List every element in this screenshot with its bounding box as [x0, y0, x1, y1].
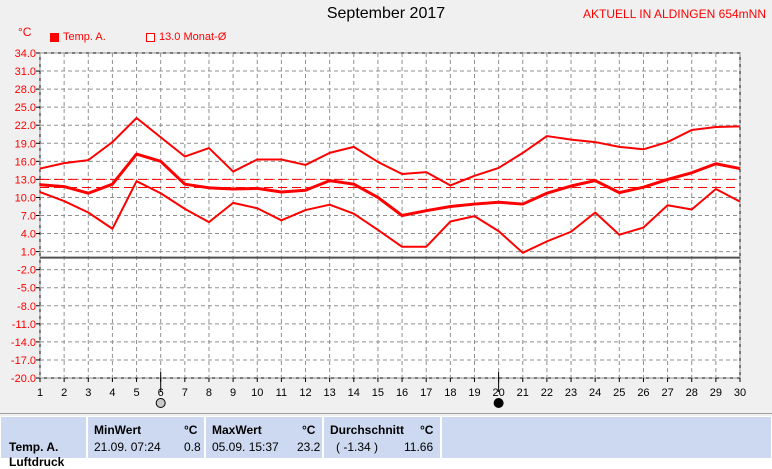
y-tick-label: 13.0: [15, 174, 36, 186]
full-moon-icon: [155, 398, 166, 408]
avg-unit: °C: [420, 423, 434, 437]
avg-header: Durchschnitt: [330, 423, 405, 437]
stats-table: Temp. A. Luftdruck MinWert °C 21.09. 07:…: [0, 413, 772, 469]
y-tick-label: 31.0: [15, 66, 36, 78]
y-tick-label: 25.0: [15, 102, 36, 114]
stats-avg-cell: Durchschnitt °C ( -1.34 ) 11.66: [323, 416, 441, 459]
x-tick-label: 26: [637, 387, 649, 399]
x-tick-label: 2: [61, 387, 67, 399]
x-tick-label: 29: [710, 387, 722, 399]
series-line-mean: [39, 152, 741, 217]
chart-title: September 2017: [326, 5, 446, 22]
y-tick-label: 7.0: [21, 211, 36, 223]
x-tick-label: 3: [85, 387, 91, 399]
y-tick-label: 4.0: [21, 229, 36, 241]
legend-entry-temp: Temp. A.: [50, 31, 106, 43]
y-unit-label: °C: [18, 25, 32, 39]
stats-row-label-cell: Temp. A. Luftdruck: [0, 416, 87, 469]
y-tick-label: 22.0: [15, 120, 36, 132]
x-tick-label: 23: [565, 387, 577, 399]
stats-max-cell: MaxWert °C 05.09. 15:37 23.2: [205, 416, 323, 459]
x-tick-label: 5: [133, 387, 139, 399]
x-tick-label: 16: [396, 387, 408, 399]
temperature-chart: 34.031.028.025.022.019.016.013.010.07.04…: [11, 48, 746, 408]
y-tick-label: 1.0: [21, 247, 36, 259]
legend-swatch-open: [146, 32, 155, 42]
y-tick-label: -17.0: [11, 355, 36, 367]
new-moon-icon: [493, 398, 504, 408]
x-tick-label: 27: [661, 387, 673, 399]
location-label: AKTUELL IN ALDINGEN 654mNN: [583, 7, 766, 21]
chart-window: September 2017 AKTUELL IN ALDINGEN 654mN…: [0, 0, 772, 458]
min-header: MinWert: [94, 423, 142, 437]
y-tick-label: -2.0: [17, 265, 36, 277]
x-tick-label: 25: [613, 387, 625, 399]
max-header: MaxWert: [212, 423, 262, 437]
y-tick-label: -5.0: [17, 283, 36, 295]
x-tick-label: 7: [182, 387, 188, 399]
y-tick-label: 34.0: [15, 48, 36, 60]
stats-row-label-2: Luftdruck: [9, 455, 65, 469]
stats-empty-cell: [441, 416, 772, 459]
x-tick-label: 1: [37, 387, 43, 399]
y-tick-label: 10.0: [15, 192, 36, 204]
legend-label-temp: Temp. A.: [63, 31, 106, 43]
x-tick-label: 10: [251, 387, 263, 399]
x-tick-label: 4: [109, 387, 115, 399]
stats-row-label: Temp. A.: [9, 440, 59, 454]
x-tick-label: 20: [492, 387, 504, 399]
x-tick-label: 11: [276, 387, 287, 399]
x-tick-label: 17: [420, 387, 432, 399]
max-unit: °C: [302, 423, 316, 437]
max-time: 05.09. 15:37: [212, 440, 279, 454]
x-tick-label: 19: [468, 387, 480, 399]
series-line-min: [39, 180, 741, 254]
legend-label-month-avg: 13.0 Monat-Ø: [159, 31, 227, 43]
x-tick-label: 18: [444, 387, 456, 399]
x-tick-label: 13: [324, 387, 336, 399]
x-tick-label: 12: [299, 387, 311, 399]
y-tick-label: 16.0: [15, 156, 36, 168]
stats-min-cell: MinWert °C 21.09. 07:24 0.8: [87, 416, 205, 459]
avg-deviation: ( -1.34 ): [336, 440, 379, 454]
min-time: 21.09. 07:24: [94, 440, 161, 454]
avg-value: 11.66: [404, 440, 434, 454]
y-tick-label: -20.0: [11, 373, 36, 385]
y-tick-label: -8.0: [17, 301, 36, 313]
x-tick-label: 21: [517, 387, 529, 399]
x-tick-label: 30: [734, 387, 746, 399]
y-tick-label: -11.0: [12, 319, 36, 331]
min-unit: °C: [184, 423, 198, 437]
max-value: 23.2: [297, 440, 321, 454]
x-tick-label: 15: [372, 387, 384, 399]
y-tick-label: 28.0: [15, 84, 36, 96]
series-line-max: [39, 117, 741, 187]
y-tick-label: -14.0: [11, 337, 36, 349]
x-tick-label: 14: [348, 387, 360, 399]
x-tick-label: 24: [589, 387, 601, 399]
legend-swatch-filled: [50, 32, 59, 42]
x-tick-label: 6: [158, 387, 164, 399]
min-value: 0.8: [184, 440, 201, 454]
x-tick-label: 9: [230, 387, 236, 399]
y-tick-label: 19.0: [15, 138, 36, 150]
legend-entry-month-avg: 13.0 Monat-Ø: [146, 31, 226, 43]
x-tick-label: 8: [206, 387, 212, 399]
x-tick-label: 22: [541, 387, 553, 399]
x-tick-label: 28: [686, 387, 698, 399]
